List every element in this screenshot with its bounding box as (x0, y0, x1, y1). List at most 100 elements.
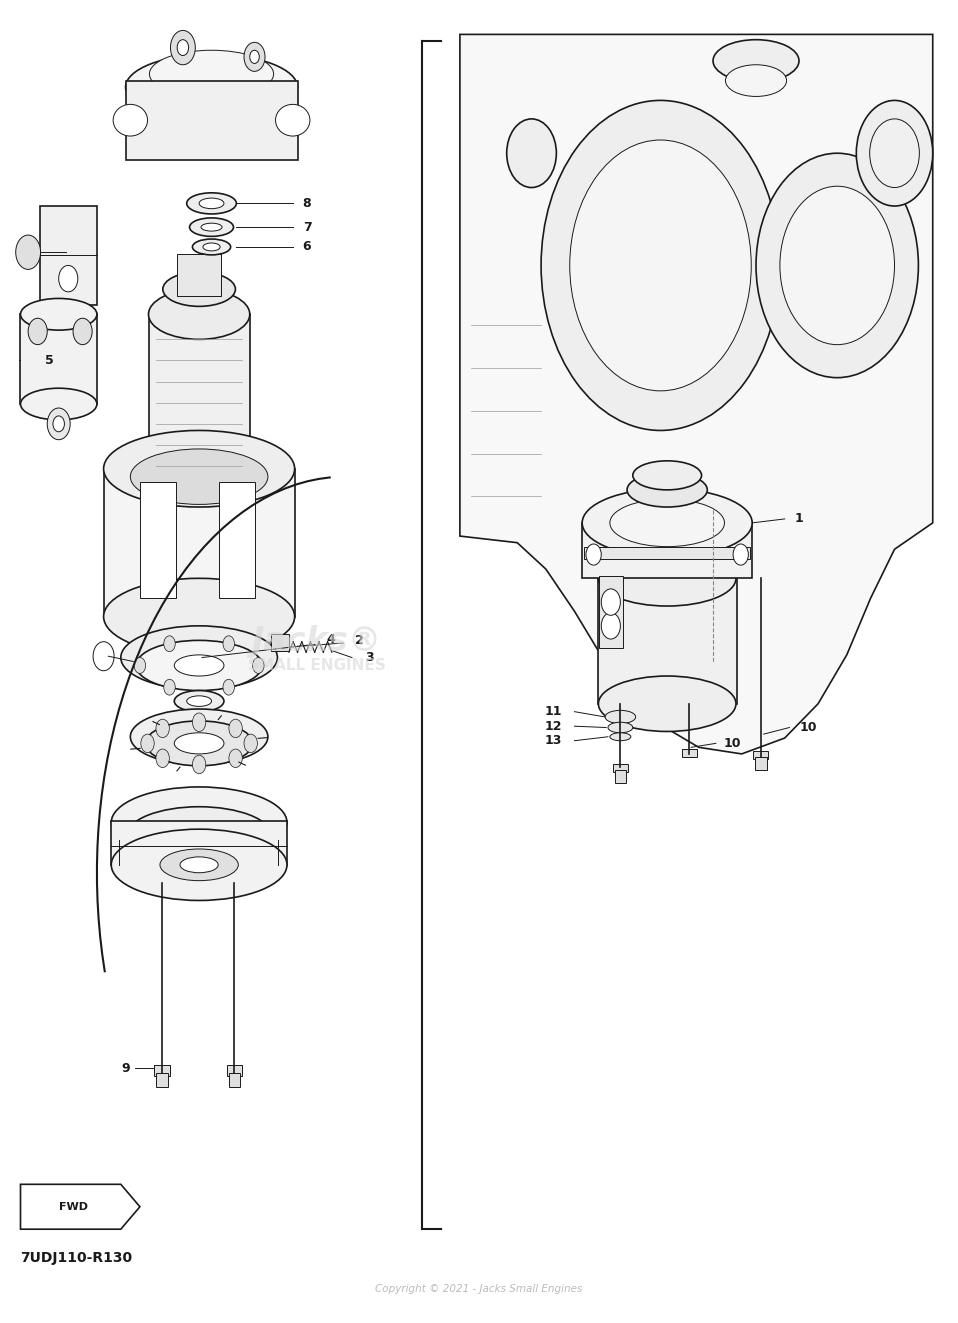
Circle shape (156, 749, 170, 767)
Text: SMALL ENGINES: SMALL ENGINES (248, 658, 385, 673)
Bar (229, 1073, 240, 1086)
Ellipse shape (627, 472, 707, 507)
Circle shape (229, 720, 242, 738)
Ellipse shape (174, 733, 224, 754)
Ellipse shape (180, 857, 218, 873)
Ellipse shape (174, 655, 224, 676)
Ellipse shape (633, 460, 701, 490)
Ellipse shape (725, 65, 787, 97)
Text: 11: 11 (545, 705, 562, 718)
Bar (613, 765, 628, 773)
Ellipse shape (149, 50, 274, 98)
Bar (753, 751, 768, 759)
Circle shape (171, 30, 195, 65)
Ellipse shape (610, 499, 724, 546)
Circle shape (156, 720, 170, 738)
Circle shape (244, 734, 258, 753)
Ellipse shape (610, 733, 631, 741)
Circle shape (870, 119, 920, 188)
Bar (219, 482, 256, 598)
Ellipse shape (201, 224, 222, 232)
Bar (149, 315, 250, 479)
Circle shape (134, 658, 146, 673)
Ellipse shape (130, 709, 268, 765)
Text: 8: 8 (303, 197, 311, 210)
Bar (755, 757, 766, 770)
Ellipse shape (582, 488, 752, 557)
Ellipse shape (111, 830, 287, 901)
Ellipse shape (146, 721, 253, 766)
Circle shape (164, 679, 175, 695)
Text: 7: 7 (303, 221, 311, 234)
Bar (125, 81, 298, 160)
Bar (600, 576, 624, 648)
Bar (681, 749, 696, 757)
Bar (177, 254, 221, 296)
Ellipse shape (126, 807, 272, 865)
Text: 1: 1 (794, 512, 804, 525)
Text: 3: 3 (365, 651, 374, 664)
Bar (20, 315, 97, 404)
Circle shape (177, 40, 189, 56)
Circle shape (602, 613, 621, 639)
Ellipse shape (160, 849, 239, 881)
Ellipse shape (20, 388, 97, 419)
Ellipse shape (203, 243, 220, 251)
Text: Jacks®: Jacks® (252, 626, 381, 659)
Circle shape (856, 101, 933, 206)
Circle shape (47, 407, 70, 439)
Ellipse shape (103, 430, 295, 507)
Circle shape (244, 42, 265, 71)
Circle shape (229, 749, 242, 767)
Circle shape (602, 589, 621, 615)
Bar (103, 468, 295, 617)
Circle shape (223, 636, 235, 652)
Polygon shape (39, 206, 97, 306)
Polygon shape (20, 1184, 140, 1229)
Text: 6: 6 (303, 241, 311, 254)
Ellipse shape (608, 722, 633, 733)
Ellipse shape (605, 710, 636, 724)
Bar (227, 1065, 242, 1076)
Bar (584, 546, 750, 558)
Circle shape (586, 544, 602, 565)
Ellipse shape (163, 273, 236, 307)
Bar (154, 1065, 170, 1076)
Bar (156, 1073, 168, 1086)
Bar (599, 578, 737, 704)
Circle shape (53, 415, 64, 431)
Circle shape (193, 713, 206, 732)
Ellipse shape (174, 691, 224, 712)
Bar (111, 822, 287, 865)
Circle shape (253, 658, 264, 673)
Circle shape (250, 50, 260, 64)
Text: 2: 2 (355, 634, 364, 647)
Bar (582, 523, 752, 578)
Circle shape (58, 266, 78, 292)
Ellipse shape (190, 218, 234, 237)
Circle shape (507, 119, 557, 188)
Ellipse shape (125, 54, 298, 120)
Ellipse shape (130, 448, 268, 504)
Ellipse shape (713, 40, 799, 82)
Ellipse shape (121, 626, 278, 689)
Ellipse shape (111, 787, 287, 859)
Circle shape (164, 636, 175, 652)
Ellipse shape (113, 105, 148, 136)
Circle shape (93, 642, 114, 671)
Ellipse shape (103, 578, 295, 655)
Text: 13: 13 (545, 734, 562, 747)
Ellipse shape (20, 299, 97, 331)
Ellipse shape (136, 640, 262, 691)
Circle shape (141, 734, 154, 753)
Text: 12: 12 (545, 720, 562, 733)
Polygon shape (460, 34, 933, 754)
Circle shape (28, 319, 47, 345)
Ellipse shape (187, 193, 237, 214)
Ellipse shape (276, 105, 310, 136)
Circle shape (733, 544, 748, 565)
Ellipse shape (148, 290, 250, 340)
Ellipse shape (599, 676, 736, 732)
Circle shape (223, 679, 235, 695)
Text: Copyright © 2021 - Jacks Small Engines: Copyright © 2021 - Jacks Small Engines (376, 1283, 582, 1294)
